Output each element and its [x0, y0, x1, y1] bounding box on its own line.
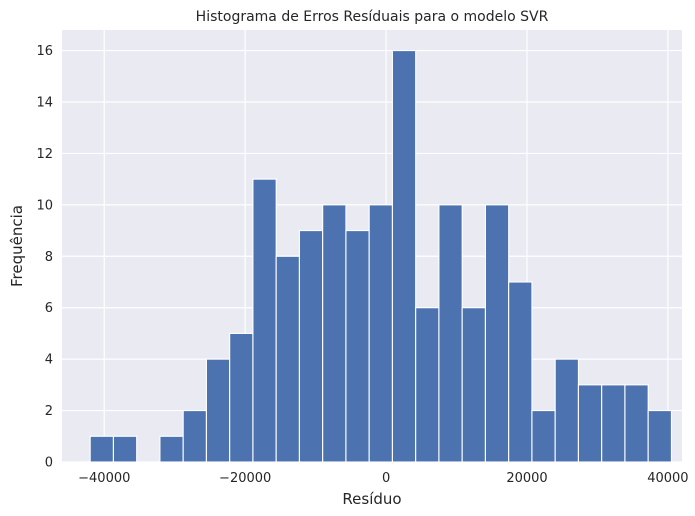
chart-title: Histograma de Erros Resíduais para o mod…: [196, 9, 549, 25]
histogram-bar: [508, 281, 533, 463]
x-tick-label: 0: [382, 471, 390, 486]
y-tick-label: 8: [45, 250, 53, 265]
histogram-bar: [461, 307, 486, 463]
x-tick-label: −40000: [78, 471, 130, 486]
y-tick-label: 4: [45, 353, 53, 368]
y-axis-label: Frequência: [8, 205, 26, 287]
histogram-bar: [554, 358, 579, 463]
bars: [89, 50, 672, 463]
histogram-bar: [159, 435, 184, 463]
histogram-bar: [577, 384, 603, 463]
histogram-bar: [322, 204, 347, 463]
y-tick-label: 14: [36, 96, 53, 111]
histogram-bar: [275, 255, 300, 463]
histogram-bar: [345, 230, 370, 463]
histogram-bar: [252, 178, 277, 463]
histogram-bar: [624, 384, 649, 463]
y-tick-labels: 0 2 4 6 8 10 12 14 16: [36, 44, 53, 470]
x-tick-label: 20000: [506, 471, 547, 486]
histogram-bar: [601, 384, 626, 463]
x-tick-labels: −40000 −20000 0 20000 40000: [78, 471, 688, 486]
x-axis-label: Resíduo: [342, 490, 401, 508]
y-tick-label: 12: [36, 147, 53, 162]
y-tick-label: 10: [36, 198, 53, 213]
y-tick-label: 16: [36, 44, 53, 59]
histogram-bar: [647, 410, 672, 463]
histogram-bar: [415, 307, 440, 463]
histogram-bar: [89, 435, 114, 463]
histogram-bar: [484, 204, 510, 463]
histogram-bar: [205, 358, 231, 463]
histogram-bar: [391, 50, 417, 463]
histogram-bar: [531, 410, 556, 463]
y-tick-label: 2: [45, 404, 53, 419]
histogram-bar: [229, 332, 254, 463]
x-tick-label: −20000: [219, 471, 271, 486]
histogram-bar: [368, 204, 393, 463]
y-tick-label: 0: [45, 456, 53, 471]
y-tick-label: 6: [45, 301, 53, 316]
histogram-bar: [182, 410, 207, 463]
x-tick-label: 40000: [647, 471, 688, 486]
histogram-bar: [112, 435, 138, 463]
histogram-bar: [438, 204, 463, 463]
histogram-bar: [298, 230, 324, 463]
